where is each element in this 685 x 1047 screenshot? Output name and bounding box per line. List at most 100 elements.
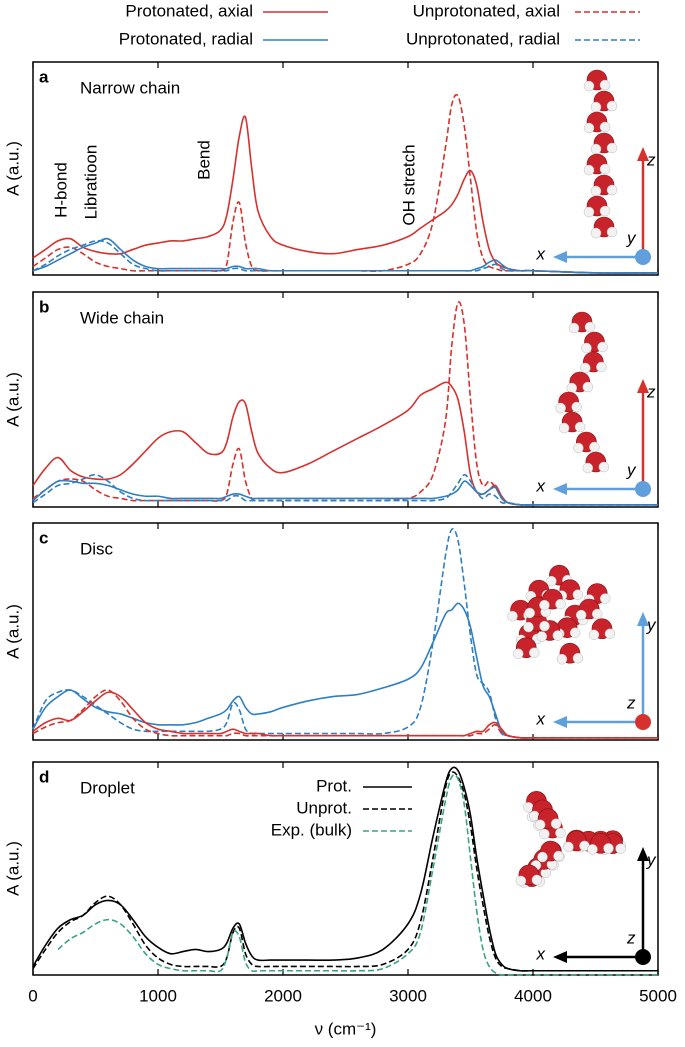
arrow-head xyxy=(637,147,649,161)
series-line xyxy=(32,115,659,274)
series-line xyxy=(57,774,658,976)
hydrogen-atom xyxy=(555,598,566,610)
legend-label: Unprot. xyxy=(296,798,352,817)
hydrogen-atom xyxy=(555,402,566,414)
arrow-head xyxy=(553,716,567,728)
legend-label: Exp. (bulk) xyxy=(271,820,352,839)
hydrogen-atom xyxy=(566,382,578,394)
hydrogen-atom xyxy=(590,185,602,197)
hydrogen-atom xyxy=(539,620,550,632)
arrow-head xyxy=(553,483,567,495)
hydrogen-atom xyxy=(589,441,600,453)
hydrogen-atom xyxy=(597,341,608,353)
inset-point-label: z xyxy=(626,928,636,947)
hydrogen-atom xyxy=(523,802,534,813)
hydrogen-atom xyxy=(583,122,595,134)
hydrogen-atom xyxy=(582,381,594,393)
series-line xyxy=(32,771,658,972)
x-tick-label: 4000 xyxy=(514,986,552,1005)
panel-label: c xyxy=(39,528,48,547)
hydrogen-atom xyxy=(596,361,607,373)
arrow-head xyxy=(553,951,567,963)
hydrogen-atom xyxy=(606,100,618,112)
hydrogen-atom xyxy=(528,647,540,658)
hydrogen-atom xyxy=(606,226,618,238)
panel-title: Droplet xyxy=(80,778,135,797)
series-line xyxy=(32,237,659,274)
inset-vertical-label: y xyxy=(646,850,657,869)
legend-label: Protonated, radial xyxy=(119,29,253,48)
inset-point-label: y xyxy=(626,460,637,479)
panel-title: Wide chain xyxy=(80,308,164,327)
hydrogen-atom xyxy=(603,843,614,854)
panel-title: Disc xyxy=(80,539,114,558)
panel-label: b xyxy=(39,297,49,316)
legend-label: Unprotonated, axial xyxy=(413,1,560,20)
hydrogen-atom xyxy=(575,609,587,621)
hydrogen-atom xyxy=(615,843,626,854)
annotation: Libratioon xyxy=(81,145,100,220)
y-axis-label: A (a.u.) xyxy=(3,372,22,427)
hydrogen-atom xyxy=(534,819,546,830)
panel-frame xyxy=(32,291,659,508)
series-line xyxy=(32,240,659,274)
hydrogen-atom xyxy=(599,121,611,133)
series-line xyxy=(32,602,658,739)
hydrogen-atom xyxy=(524,607,535,619)
inset-point-label: y xyxy=(626,228,637,247)
hydrogen-atom xyxy=(512,648,524,659)
legend-label: Prot. xyxy=(316,776,352,795)
inset-horizontal-label: x xyxy=(536,944,546,963)
inset-vertical-label: y xyxy=(646,615,657,634)
series-line xyxy=(32,479,658,506)
hydrogen-atom xyxy=(582,462,594,474)
inset-point xyxy=(635,949,651,965)
hydrogen-atom xyxy=(580,362,591,374)
x-tick-label: 1000 xyxy=(139,986,177,1005)
inset-point-label: z xyxy=(626,693,636,712)
inset-horizontal-label: x xyxy=(536,244,546,263)
hydrogen-atom xyxy=(587,844,598,855)
annotation: Bend xyxy=(194,140,213,180)
hydrogen-atom xyxy=(523,621,534,633)
inset-vertical-label: z xyxy=(646,382,656,401)
x-axis-label: ν (cm⁻¹) xyxy=(315,1019,377,1038)
x-tick-label: 5000 xyxy=(639,986,677,1005)
arrow-head xyxy=(637,847,649,861)
hydrogen-atom xyxy=(599,79,611,91)
hydrogen-atom xyxy=(572,589,584,600)
hydrogen-atom xyxy=(546,575,557,587)
hydrogen-atom xyxy=(583,164,595,176)
hydrogen-atom xyxy=(571,401,582,413)
hydrogen-atom xyxy=(574,421,586,433)
panel-label: d xyxy=(39,767,49,786)
y-axis-label: A (a.u.) xyxy=(3,604,22,659)
hydrogen-atom xyxy=(568,322,580,334)
series-line xyxy=(32,473,658,506)
hydrogen-atom xyxy=(590,143,602,155)
y-axis-label: A (a.u.) xyxy=(3,141,22,196)
hydrogen-atom xyxy=(536,631,548,642)
hydrogen-atom xyxy=(569,627,581,638)
y-axis-label: A (a.u.) xyxy=(3,841,22,896)
arrow-head xyxy=(553,251,567,263)
hydrogen-atom xyxy=(588,629,600,640)
panel-frame xyxy=(32,61,659,276)
hydrogen-atom xyxy=(606,184,618,196)
hydrogen-atom xyxy=(599,205,611,217)
inset-horizontal-label: x xyxy=(536,476,546,495)
hydrogen-atom xyxy=(604,628,616,639)
hydrogen-atom xyxy=(590,101,602,113)
series-line xyxy=(32,691,658,739)
hydrogen-atom xyxy=(563,841,574,853)
legend-label: Protonated, axial xyxy=(125,1,253,20)
hydrogen-atom xyxy=(606,142,618,154)
hydrogen-atom xyxy=(599,163,611,175)
hydrogen-atom xyxy=(555,827,566,839)
legend-label: Unprotonated, radial xyxy=(406,29,560,48)
series-line xyxy=(32,528,658,739)
inset-point xyxy=(635,249,651,265)
hydrogen-atom xyxy=(553,850,564,862)
hydrogen-atom xyxy=(572,652,584,664)
hydrogen-atom xyxy=(552,630,564,641)
